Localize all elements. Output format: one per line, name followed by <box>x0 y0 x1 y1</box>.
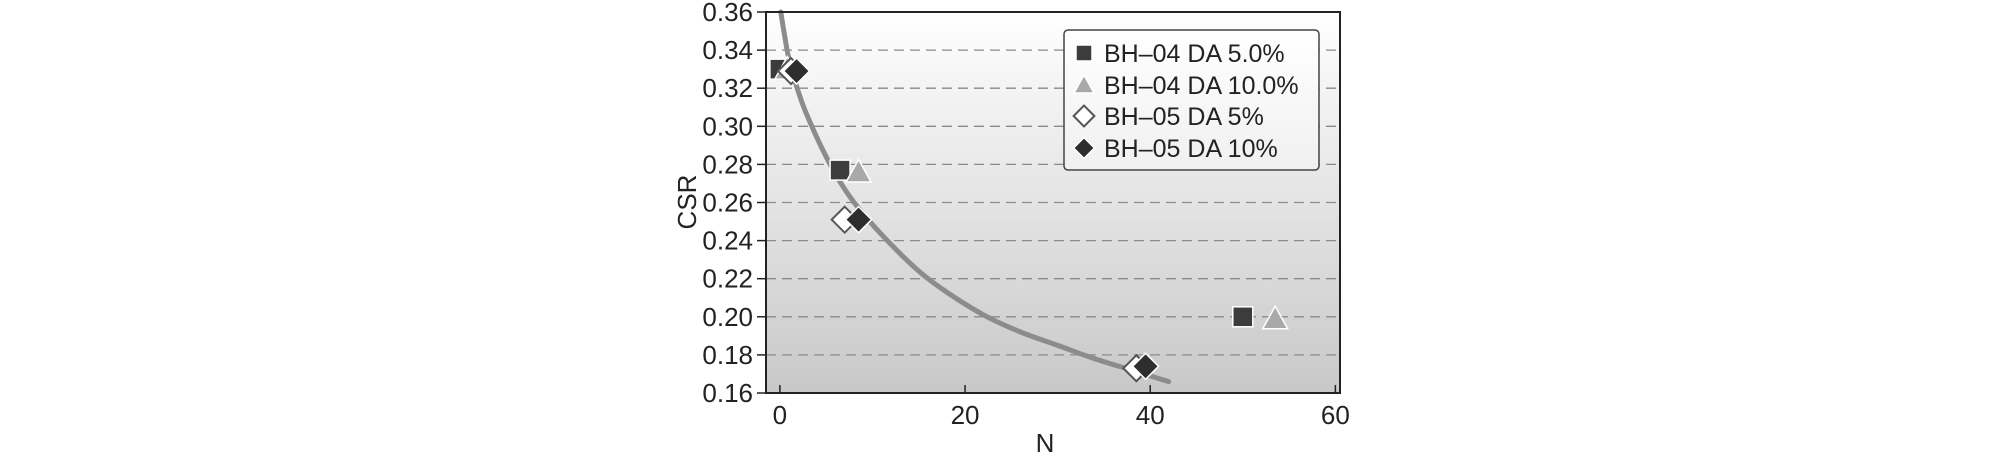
data-markers <box>769 55 1289 383</box>
legend-label-bh04-da5: BH–04 DA 5.0% <box>1104 40 1285 68</box>
data-point-series-3 <box>782 56 811 86</box>
y-tick-label: 0.34 <box>702 35 753 65</box>
legend-label-bh05-da5: BH–05 DA 5% <box>1104 103 1264 131</box>
y-tick-label: 0.30 <box>702 111 753 141</box>
y-tick-label: 0.28 <box>702 149 753 179</box>
data-point-series-1 <box>844 157 873 183</box>
legend: BH–04 DA 5.0% BH–04 DA 10.0% BH–05 DA 5%… <box>1063 29 1320 171</box>
y-tick-label: 0.36 <box>702 0 753 27</box>
y-tick-label: 0.26 <box>702 188 753 218</box>
x-axis: 0 20 40 60 <box>773 385 1350 430</box>
x-tick-label: 20 <box>951 400 980 430</box>
data-point-series-3 <box>844 205 873 234</box>
x-tick-label: 40 <box>1136 400 1165 430</box>
y-tick-label: 0.16 <box>702 378 753 408</box>
data-point-series-3 <box>1131 352 1160 381</box>
legend-label-bh05-da10: BH–05 DA 10% <box>1104 135 1278 163</box>
legend-box <box>1063 29 1320 171</box>
y-tick-label: 0.32 <box>702 73 753 103</box>
y-axis-title: CSR <box>672 175 702 230</box>
y-tick-label: 0.24 <box>702 226 753 256</box>
data-point-series-1 <box>1261 304 1289 330</box>
data-point-series-0 <box>1232 306 1254 328</box>
legend-label-bh04-da10: BH–04 DA 10.0% <box>1104 72 1299 100</box>
x-tick-label: 0 <box>773 400 787 430</box>
legend-marker-series-3 <box>1072 136 1096 160</box>
y-tick-label: 0.18 <box>702 340 753 370</box>
legend-marker-series-1 <box>1072 73 1096 94</box>
y-tick-label: 0.22 <box>702 264 753 294</box>
data-point-series-0 <box>829 159 851 181</box>
x-axis-title: N <box>1036 428 1055 458</box>
legend-marker-series-0 <box>1075 44 1093 62</box>
y-axis: 0.16 0.18 0.20 0.22 0.24 0.26 0.28 0.30 0.32 0.34… <box>702 0 766 408</box>
x-tick-label: 60 <box>1321 400 1350 430</box>
legend-marker-series-2 <box>1072 104 1096 128</box>
y-tick-label: 0.20 <box>702 302 753 332</box>
